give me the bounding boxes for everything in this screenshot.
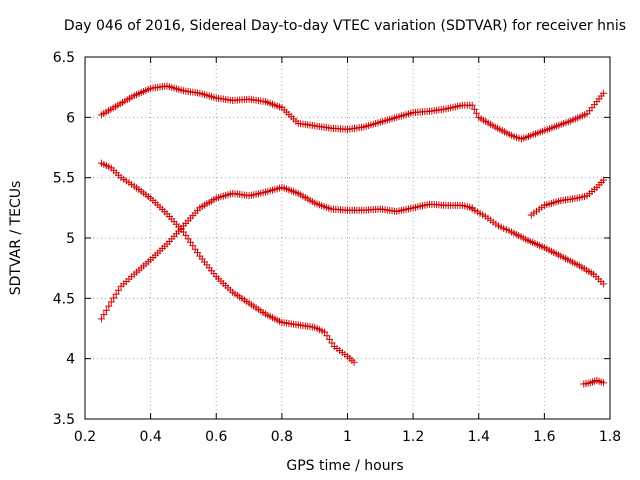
x-tick-label: 1.8 xyxy=(599,429,621,445)
data-point xyxy=(100,311,108,319)
x-tick-label: 1.4 xyxy=(468,429,490,445)
data-point xyxy=(105,302,113,310)
data-point xyxy=(110,294,118,302)
data-point xyxy=(323,332,331,340)
x-tick-label: 0.6 xyxy=(205,429,227,445)
series-trace-late-descending xyxy=(468,205,607,288)
data-point xyxy=(468,101,476,109)
chart-title: Day 046 of 2016, Sidereal Day-to-day VTE… xyxy=(64,18,626,34)
data-point xyxy=(599,176,607,184)
data-point xyxy=(102,306,110,314)
data-point xyxy=(599,280,607,288)
data-point xyxy=(97,315,105,323)
y-tick-label: 6 xyxy=(66,110,75,126)
data-point xyxy=(107,298,115,306)
x-tick-label: 1.2 xyxy=(402,429,424,445)
tick-layer: 0.2 0.4 0.6 0.8 1 1.2 1.4 1.6 1.8 3.5 4 4.5 5 5.5 6 6.5 xyxy=(53,50,621,445)
data-point xyxy=(599,89,607,97)
y-tick-label: 5.5 xyxy=(53,171,75,187)
y-tick-label: 3.5 xyxy=(53,412,75,428)
y-tick-label: 5 xyxy=(66,231,75,247)
x-tick-label: 0.2 xyxy=(74,429,96,445)
x-tick-label: 0.4 xyxy=(139,429,161,445)
x-tick-label: 1 xyxy=(343,429,352,445)
grid-layer xyxy=(85,57,610,419)
y-axis-label: SDTVAR / TECUs xyxy=(8,181,24,296)
y-tick-label: 6.5 xyxy=(53,50,75,66)
series-trace-upper xyxy=(97,82,607,143)
data-point xyxy=(473,109,481,117)
data-point xyxy=(115,286,123,294)
x-tick-label: 1.6 xyxy=(533,429,555,445)
data-point xyxy=(599,379,607,387)
series-trace-bottom xyxy=(580,376,607,388)
x-axis-label: GPS time / hours xyxy=(286,458,403,474)
data-point xyxy=(470,105,478,113)
data-point xyxy=(112,290,120,298)
data-point xyxy=(350,358,358,366)
y-tick-label: 4 xyxy=(66,352,75,368)
data-point xyxy=(328,339,336,347)
series-trace-late-ascending xyxy=(527,176,607,219)
data-point xyxy=(321,328,329,336)
x-tick-label: 0.8 xyxy=(271,429,293,445)
series-trace-ascending xyxy=(97,183,476,323)
points-layer xyxy=(97,82,607,388)
y-tick-label: 4.5 xyxy=(53,291,75,307)
series-trace-descending xyxy=(97,159,358,366)
data-point xyxy=(325,335,333,343)
